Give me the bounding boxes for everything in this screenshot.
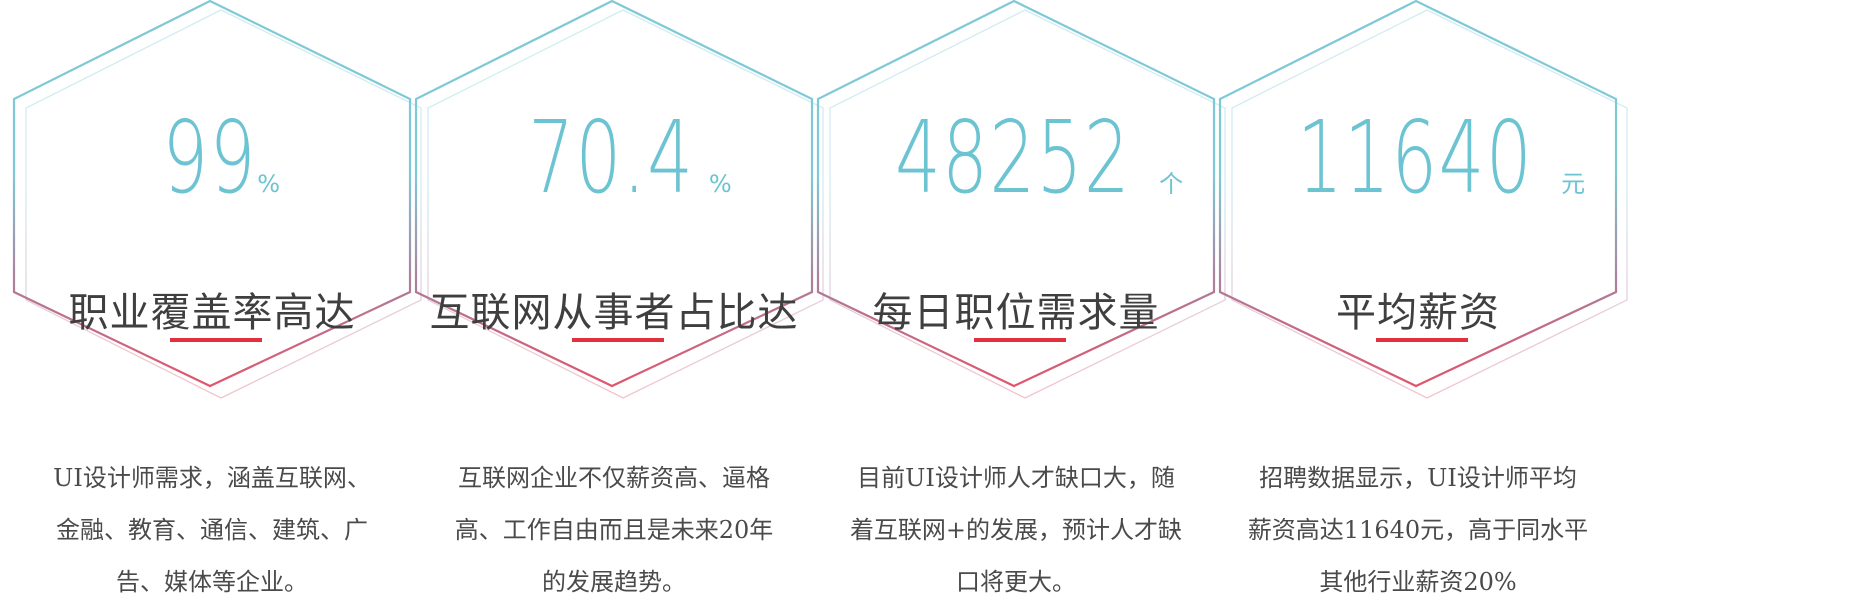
description-line: 高、工作自由而且是未来20年 xyxy=(454,516,774,544)
title-underline xyxy=(974,338,1066,342)
title-underline xyxy=(1376,338,1468,342)
hexagon-frame-icon xyxy=(414,0,824,399)
stat-value: 99% xyxy=(162,99,281,216)
stat-value: 70.4% xyxy=(528,99,732,216)
description-line: 口将更大。 xyxy=(956,568,1076,596)
stat-card-daily-demand: 48252 个 每日职位需求量 目前UI设计师人才缺口大，随 着互联网+的发展，预计… xyxy=(816,0,1226,608)
stat-description: 目前UI设计师人才缺口大，随 着互联网+的发展，预计人才缺 口将更大。 xyxy=(804,452,1228,608)
hexagon-frame-icon xyxy=(12,0,422,399)
description-line: 招聘数据显示，UI设计师平均 xyxy=(1259,464,1577,492)
stat-unit: 个 xyxy=(1159,170,1184,198)
description-line: 目前UI设计师人才缺口大，随 xyxy=(857,464,1175,492)
stat-unit: % xyxy=(708,170,732,198)
description-line: 其他行业薪资20% xyxy=(1319,568,1517,596)
stat-title: 互联网从事者占比达 xyxy=(429,290,799,336)
stat-description: 招聘数据显示，UI设计师平均 薪资高达11640元，高于同水平 其他行业薪资20% xyxy=(1206,452,1630,608)
description-line: 的发展趋势。 xyxy=(542,568,686,596)
description-line: 薪资高达11640元，高于同水平 xyxy=(1247,516,1589,544)
stat-title: 职业覆盖率高达 xyxy=(68,290,356,336)
stat-card-avg-salary: 11640 元 平均薪资 招聘数据显示，UI设计师平均 薪资高达11640元，高于同… xyxy=(1218,0,1628,608)
hexagon-frame-icon xyxy=(1218,0,1628,399)
stat-description: 互联网企业不仅薪资高、逼格 高、工作自由而且是未来20年 的发展趋势。 xyxy=(402,452,826,608)
stat-title: 每日职位需求量 xyxy=(872,290,1160,336)
title-underline xyxy=(572,338,664,342)
stat-description: UI设计师需求，涵盖互联网、 金融、教育、通信、建筑、广 告、媒体等企业。 xyxy=(0,452,424,608)
description-line: UI设计师需求，涵盖互联网、 xyxy=(53,464,371,492)
stat-unit: 元 xyxy=(1561,170,1586,198)
stat-card-internet-share: 70.4% 互联网从事者占比达 互联网企业不仅薪资高、逼格 高、工作自由而且是未来… xyxy=(414,0,824,608)
stat-unit: % xyxy=(257,170,281,198)
stat-title: 平均薪资 xyxy=(1336,290,1500,336)
description-line: 互联网企业不仅薪资高、逼格 xyxy=(458,464,770,492)
stat-card-coverage: 99% 职业覆盖率高达 UI设计师需求，涵盖互联网、 金融、教育、通信、建筑、广告… xyxy=(12,0,422,608)
stat-value: 48252 个 xyxy=(894,99,1184,216)
hexagon-frame-icon xyxy=(816,0,1226,399)
description-line: 金融、教育、通信、建筑、广 xyxy=(56,516,368,544)
title-underline xyxy=(170,338,262,342)
description-line: 着互联网+的发展，预计人才缺 xyxy=(849,516,1183,544)
description-line: 告、媒体等企业。 xyxy=(116,568,308,596)
stat-value: 11640 元 xyxy=(1296,99,1586,216)
